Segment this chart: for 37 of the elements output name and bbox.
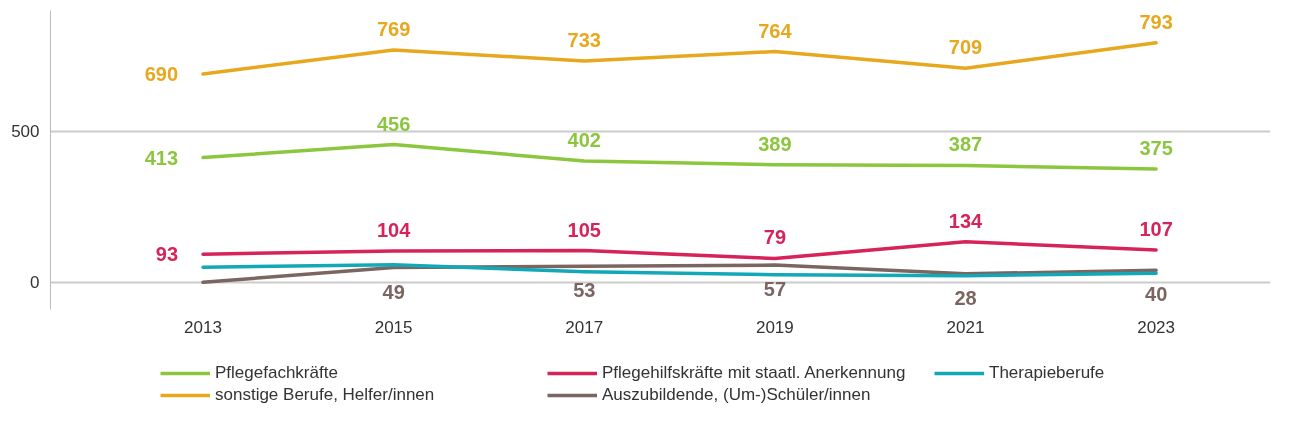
data-label: 79: [763, 226, 786, 249]
data-label: 49: [382, 280, 405, 303]
x-tick-label: 2015: [374, 317, 413, 337]
legend-label: Therapieberufe: [989, 363, 1106, 383]
data-label: 57: [763, 278, 786, 301]
data-label: 387: [948, 133, 983, 156]
legend-label: Pflegehilfskräfte mit staatl. Anerkennung: [602, 363, 907, 383]
data-label: 134: [948, 209, 984, 232]
data-label: 53: [573, 279, 596, 302]
y-tick-label: 0: [30, 273, 40, 293]
x-tick-label: 2019: [755, 317, 794, 337]
data-label: 402: [567, 128, 601, 151]
data-label: 375: [1139, 137, 1173, 160]
data-label: 764: [758, 19, 793, 42]
data-label: 413: [144, 146, 179, 169]
line-series: [201, 263, 1158, 278]
data-label: 389: [758, 132, 792, 155]
data-label: 40: [1145, 283, 1168, 306]
data-label: 105: [567, 218, 601, 241]
data-label: 769: [376, 18, 411, 41]
x-tick-label: 2017: [565, 317, 604, 337]
x-tick-label: 2023: [1137, 317, 1176, 337]
x-tick-label: 2021: [946, 317, 985, 337]
data-label: 690: [144, 62, 179, 85]
legend-label: sonstige Berufe, Helfer/innen: [215, 385, 436, 405]
data-label: 93: [155, 243, 178, 266]
x-tick-label: 2013: [184, 317, 222, 337]
data-label: 456: [376, 112, 411, 135]
data-label: 28: [954, 286, 977, 309]
y-tick-label: 500: [11, 122, 40, 142]
data-label: 104: [376, 218, 412, 241]
legend-label: Pflegefachkräfte: [215, 363, 339, 383]
data-label: 733: [567, 28, 601, 51]
legend-label: Auszubildende, (Um-)Schüler/innen: [602, 385, 872, 405]
data-label: 709: [948, 36, 983, 59]
data-label: 107: [1139, 218, 1173, 240]
data-label: 793: [1139, 10, 1173, 33]
